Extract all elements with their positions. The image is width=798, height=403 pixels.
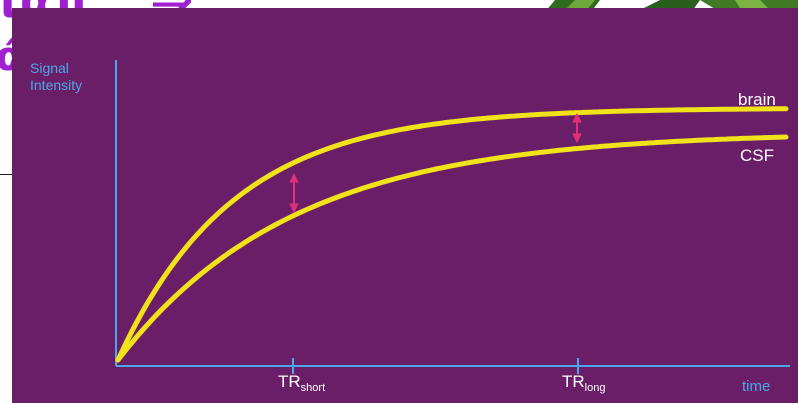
csf-curve xyxy=(115,134,789,363)
brain-label: brain xyxy=(738,90,776,109)
y-axis-label: Signal Intensity xyxy=(30,60,83,93)
brain-curve xyxy=(115,106,789,363)
tick-label-tr-long: TRlong xyxy=(562,372,606,394)
x-axis-label: time xyxy=(742,378,771,395)
signal-recovery-diagram: Signal Intensity brain CSF TRshort TRlon… xyxy=(12,8,798,403)
tick-label-tr-short: TRshort xyxy=(278,372,326,394)
difference-arrow-short xyxy=(289,172,299,214)
difference-arrow-long xyxy=(572,112,582,144)
diagram-canvas xyxy=(115,60,790,374)
csf-label: CSF xyxy=(740,146,774,165)
